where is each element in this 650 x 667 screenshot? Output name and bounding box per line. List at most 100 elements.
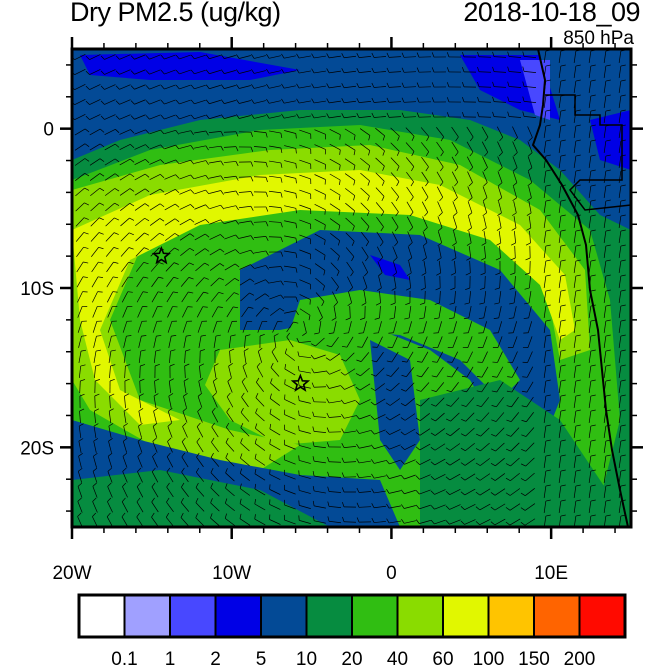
wind-barb-flag xyxy=(196,437,201,443)
wind-barb-flag xyxy=(269,408,272,414)
wind-barb-flag xyxy=(280,162,283,168)
wind-barb xyxy=(389,505,401,509)
wind-barb xyxy=(603,471,607,483)
wind-barb xyxy=(344,399,356,405)
wind-barb-flag xyxy=(239,498,242,504)
wind-barb-flag xyxy=(575,79,581,82)
wind-barb-flag xyxy=(620,94,626,97)
wind-barb xyxy=(543,261,547,273)
wind-barb xyxy=(497,321,503,333)
wind-barb-flag xyxy=(590,424,596,427)
wind-barb xyxy=(269,130,281,134)
wind-barb-flag xyxy=(77,482,83,487)
wind-barb xyxy=(543,201,547,213)
wind-barb-flag xyxy=(339,149,341,155)
wind-barb-flag xyxy=(497,197,503,202)
wind-barb-flag xyxy=(254,453,257,459)
wind-barb-flag xyxy=(85,85,90,90)
wind-barb xyxy=(468,231,472,243)
wind-barb xyxy=(451,382,459,392)
wind-barb xyxy=(226,306,234,318)
wind-barb xyxy=(603,366,607,378)
wind-barb xyxy=(240,442,250,452)
wind-barb xyxy=(603,501,607,513)
wind-barb xyxy=(153,336,157,348)
wind-barb xyxy=(573,111,577,123)
wind-barb-flag xyxy=(560,364,566,367)
wind-barb-flag xyxy=(139,378,145,382)
wind-barb-flag xyxy=(99,217,104,221)
wind-barb xyxy=(573,201,577,213)
wind-barb-flag xyxy=(371,112,375,118)
wind-barb-flag xyxy=(479,287,485,290)
wind-barb-flag xyxy=(79,393,85,397)
wind-barb-flag xyxy=(425,166,429,172)
wind-barb xyxy=(194,204,206,210)
wind-barb xyxy=(209,99,221,105)
wind-barb-flag xyxy=(265,279,270,284)
wind-barb-flag xyxy=(455,136,459,142)
wind-barb-flag xyxy=(168,393,174,397)
wind-barb xyxy=(390,367,400,377)
wind-barb xyxy=(209,54,221,60)
wind-barb xyxy=(270,308,280,316)
wind-barb xyxy=(543,111,547,123)
wind-barb-flag xyxy=(254,514,256,520)
wind-barb xyxy=(358,475,372,479)
wind-barb xyxy=(150,262,160,272)
wind-barb xyxy=(92,306,98,318)
wind-barb-flag xyxy=(506,390,512,393)
wind-barb xyxy=(345,202,355,212)
wind-barb-flag xyxy=(298,380,300,386)
wind-barb xyxy=(167,306,173,318)
wind-barb-flag xyxy=(337,255,340,261)
wind-barb-flag xyxy=(377,287,382,291)
wind-barb-flag xyxy=(620,409,626,412)
wind-barb-flag xyxy=(356,487,360,493)
wind-barb-flag xyxy=(205,219,210,224)
wind-barb xyxy=(179,130,191,134)
wind-barb xyxy=(124,365,126,379)
wind-barb-flag xyxy=(590,274,596,277)
wind-barb xyxy=(453,306,457,318)
wind-barb-flag xyxy=(605,274,611,277)
wind-barb-flag xyxy=(83,246,89,249)
wind-barb-flag xyxy=(390,302,396,306)
wind-barb-flag xyxy=(507,66,510,72)
wind-barb xyxy=(299,219,311,225)
wind-barb-flag xyxy=(415,432,421,436)
wind-barb xyxy=(239,205,251,209)
wind-barb xyxy=(89,128,101,136)
wind-barb xyxy=(299,355,311,359)
wind-barb xyxy=(227,321,233,333)
wind-barb xyxy=(210,517,220,527)
wind-barb-flag xyxy=(138,422,143,427)
wind-barb-flag xyxy=(431,97,435,103)
wind-barb-flag xyxy=(396,166,400,172)
y-tick-label: 0 xyxy=(43,120,54,141)
wind-barb xyxy=(465,397,475,407)
wind-barb xyxy=(452,336,458,348)
wind-barb xyxy=(104,188,116,196)
wind-barb xyxy=(588,66,592,78)
field-spiral-center-lime xyxy=(205,340,360,445)
wind-barb xyxy=(378,321,382,333)
wind-barb-flag xyxy=(355,373,361,377)
wind-barb xyxy=(284,429,296,435)
wind-barb xyxy=(558,171,562,183)
wind-barb-flag xyxy=(167,422,172,427)
wind-barb xyxy=(528,186,532,198)
wind-barb xyxy=(437,231,443,243)
wind-barb xyxy=(420,127,430,137)
wind-barb xyxy=(136,501,144,513)
wind-barb-flag xyxy=(220,114,225,119)
wind-barb xyxy=(331,276,339,288)
wind-barb xyxy=(573,381,577,393)
wind-barb xyxy=(120,232,130,242)
wind-barb-flag xyxy=(280,192,283,198)
wind-barb-flag xyxy=(505,492,511,496)
wind-barb-flag xyxy=(236,114,240,119)
wind-barb xyxy=(283,281,297,283)
wind-barb-flag xyxy=(99,143,105,148)
wind-barb xyxy=(314,354,326,360)
